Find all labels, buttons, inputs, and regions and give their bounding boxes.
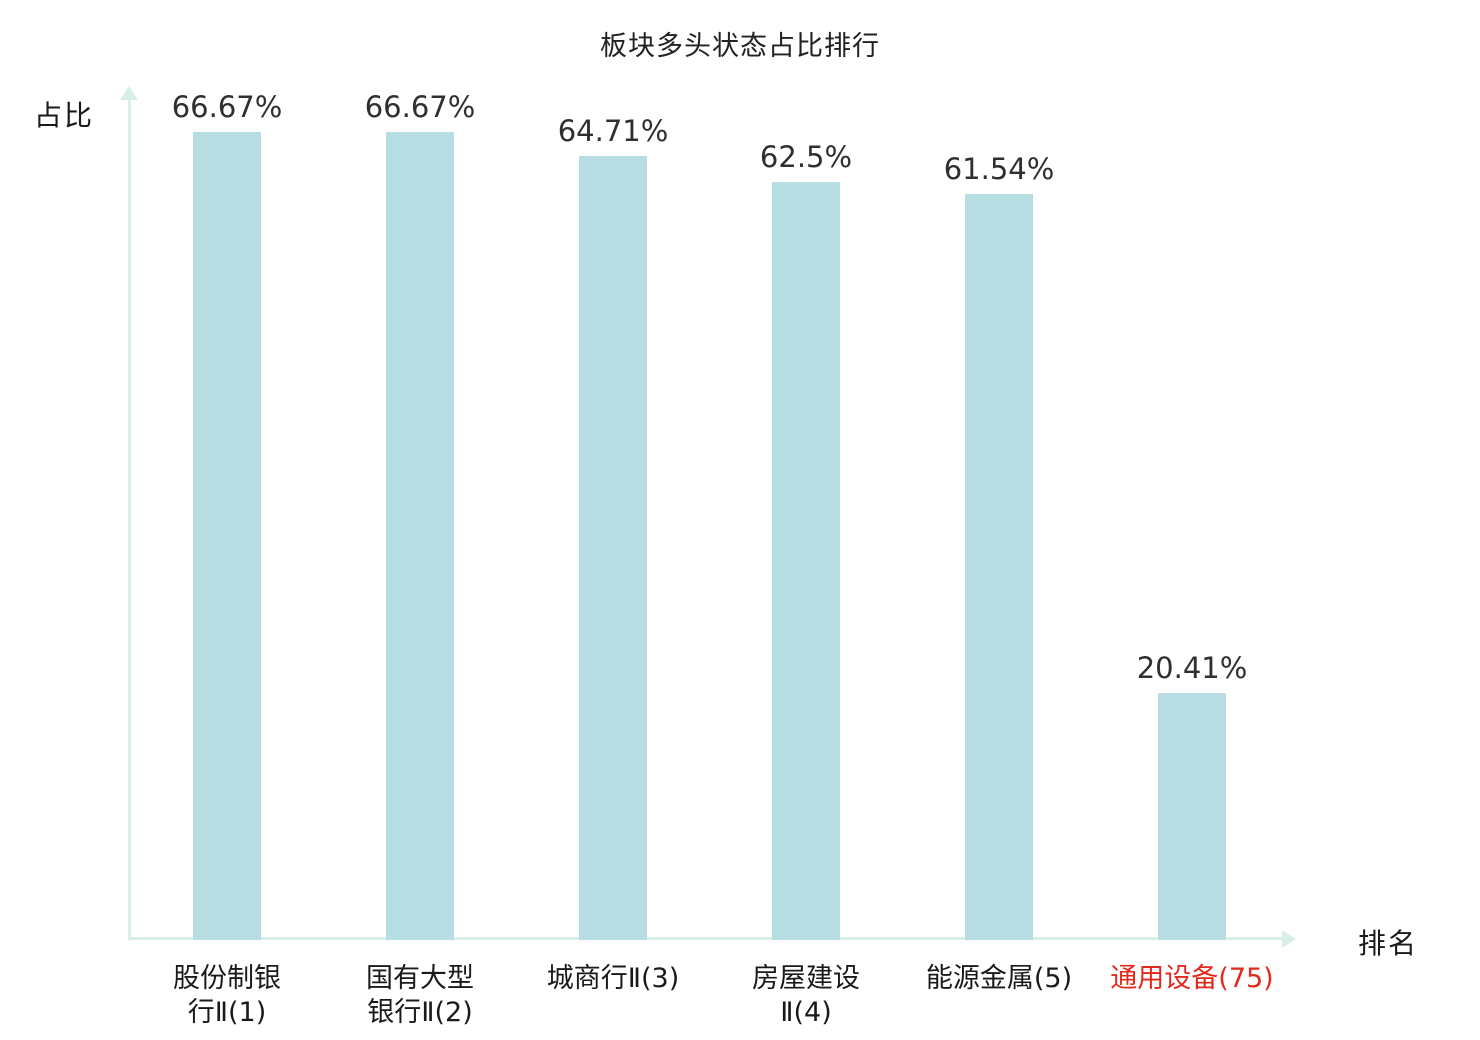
category-label: 城商行Ⅱ(3) xyxy=(546,963,680,994)
bar-value-label: 61.54% xyxy=(943,152,1055,186)
bar xyxy=(579,156,647,940)
bar xyxy=(1158,693,1226,940)
category-label: 房屋建设 Ⅱ(4) xyxy=(752,963,860,1028)
plot-area: 66.67% 股份制银 行Ⅱ(1) 66.67% 国有大型 银行Ⅱ(2) 64.71% 城… xyxy=(130,90,1330,1028)
x-axis-arrow-icon xyxy=(1282,929,1296,948)
x-axis-label: 排名 xyxy=(1358,927,1419,960)
y-axis xyxy=(128,98,131,940)
category-label: 通用设备(75) xyxy=(1110,963,1274,994)
x-axis xyxy=(128,937,1284,940)
bar-value-label: 66.67% xyxy=(364,90,476,124)
category-label: 能源金属(5) xyxy=(925,963,1073,994)
category-label: 国有大型 银行Ⅱ(2) xyxy=(366,963,474,1028)
y-axis-arrow-icon xyxy=(120,86,138,100)
y-axis-label: 占比 xyxy=(34,99,95,132)
bar-value-label: 66.67% xyxy=(171,90,283,124)
chart-title: 板块多头状态占比排行 xyxy=(600,31,880,62)
bar xyxy=(965,194,1033,940)
bar xyxy=(386,132,454,940)
bar-value-label: 64.71% xyxy=(557,114,669,148)
bar xyxy=(772,182,840,940)
bar-value-label: 20.41% xyxy=(1136,651,1248,685)
category-label: 股份制银 行Ⅱ(1) xyxy=(173,963,281,1028)
bar-value-label: 62.5% xyxy=(759,140,853,174)
bar xyxy=(193,132,261,940)
